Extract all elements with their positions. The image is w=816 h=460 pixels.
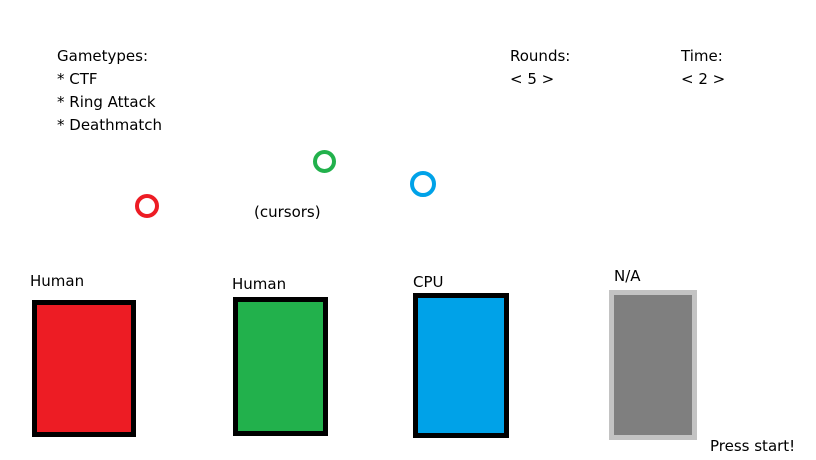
cursors-caption: (cursors)	[254, 203, 321, 221]
player-3-type-label: CPU	[413, 273, 444, 291]
time-label: Time:	[681, 47, 723, 65]
gametype-option-deathmatch[interactable]: * Deathmatch	[57, 116, 163, 134]
player-4-slot-card[interactable]	[609, 290, 697, 440]
rounds-selector[interactable]: Rounds: < 5 >	[510, 45, 570, 91]
player-2-type-label: Human	[232, 275, 287, 293]
red-ring-cursor-icon[interactable]	[135, 194, 159, 218]
press-start-prompt: Press start!	[710, 437, 796, 455]
time-selector[interactable]: Time: < 2 >	[681, 45, 725, 91]
gametype-option-ring-attack[interactable]: * Ring Attack	[57, 93, 156, 111]
rounds-value-stepper[interactable]: < 5 >	[510, 70, 555, 88]
blue-ring-cursor-icon[interactable]	[410, 171, 436, 197]
rounds-label: Rounds:	[510, 47, 571, 65]
green-ring-cursor-icon[interactable]	[313, 150, 336, 173]
player-2-slot-card[interactable]	[233, 297, 328, 436]
player-1-type-label: Human	[30, 272, 85, 290]
player-4-type-label: N/A	[614, 267, 641, 285]
player-3-slot-card[interactable]	[413, 293, 509, 438]
time-value-stepper[interactable]: < 2 >	[681, 70, 726, 88]
gametypes-menu[interactable]: Gametypes: * CTF * Ring Attack * Deathma…	[57, 45, 162, 137]
gametypes-title: Gametypes:	[57, 47, 149, 65]
player-1-slot-card[interactable]	[32, 300, 136, 437]
gametype-option-ctf[interactable]: * CTF	[57, 70, 98, 88]
